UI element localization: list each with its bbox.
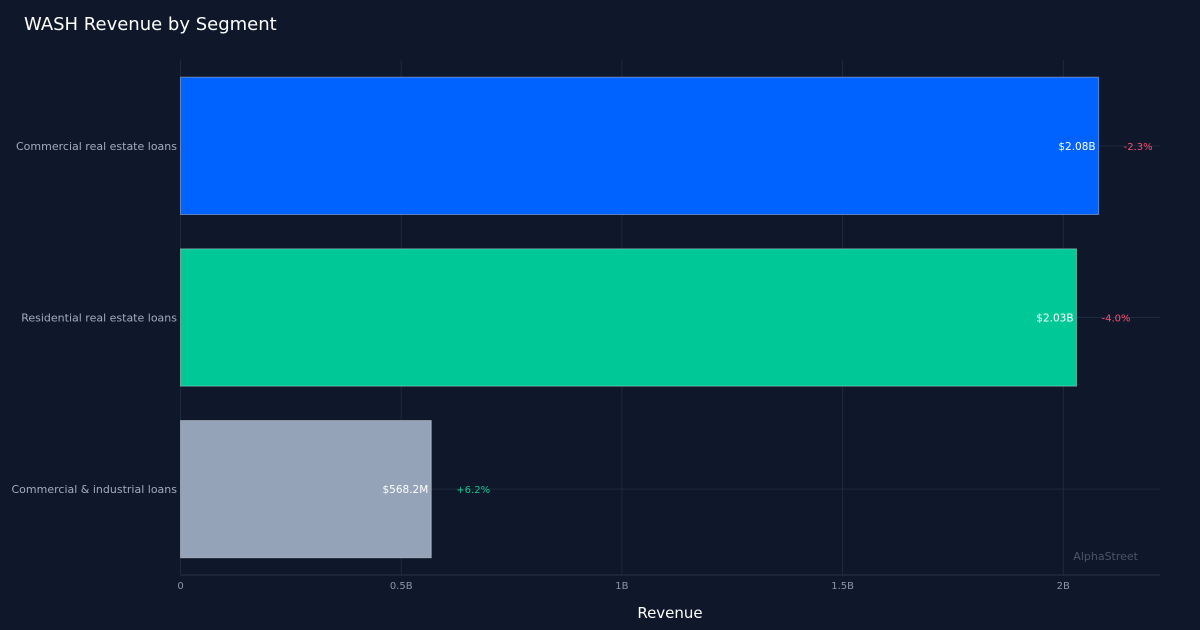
bars-group: Commercial real estate loans $2.08B -2.3% R… xyxy=(12,76,1153,559)
watermark: AlphaStreet xyxy=(1073,550,1138,563)
change-label: -2.3% xyxy=(1124,142,1153,153)
category-label: Commercial & industrial loans xyxy=(12,483,178,496)
category-label: Residential real estate loans xyxy=(21,312,177,325)
x-axis-title: Revenue xyxy=(637,604,702,622)
value-label: $2.03B xyxy=(1036,313,1073,325)
bar-2 xyxy=(180,420,432,559)
bar-0 xyxy=(180,76,1100,215)
x-axis: 0 0.5B 1B 1.5B 2B xyxy=(177,574,1160,592)
value-label: $568.2M xyxy=(382,484,428,496)
x-tick-label: 1.5B xyxy=(831,581,854,592)
bar-1 xyxy=(180,248,1078,387)
x-tick-label: 0 xyxy=(177,581,183,592)
value-label: $2.08B xyxy=(1058,141,1095,153)
x-tick-label: 2B xyxy=(1057,581,1070,592)
chart-title: WASH Revenue by Segment xyxy=(24,14,277,35)
x-tick-label: 1B xyxy=(615,581,628,592)
x-tick-label: 0.5B xyxy=(390,581,413,592)
change-label: +6.2% xyxy=(456,485,490,496)
change-label: -4.0% xyxy=(1102,314,1131,325)
category-label: Commercial real estate loans xyxy=(16,140,177,153)
